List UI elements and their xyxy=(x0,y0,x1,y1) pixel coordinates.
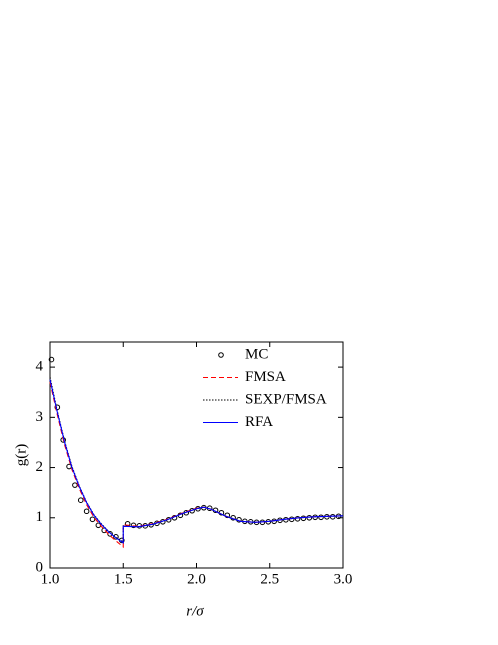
y-tick-label: 0 xyxy=(36,559,44,575)
data-point xyxy=(294,515,301,522)
y-tick-label: 2 xyxy=(36,459,44,475)
data-point xyxy=(306,514,313,521)
data-point xyxy=(77,497,84,504)
data-point xyxy=(318,514,324,521)
legend-label: MC xyxy=(245,346,268,362)
data-point xyxy=(329,513,336,520)
data-point xyxy=(300,515,307,522)
y-tick-label: 3 xyxy=(36,409,44,425)
data-point xyxy=(130,522,137,529)
legend-label: SEXP/FMSA xyxy=(245,391,327,407)
y-tick-label: 4 xyxy=(36,359,44,375)
data-point xyxy=(89,516,96,523)
legend-marker xyxy=(218,352,224,358)
x-tick-label: 2.5 xyxy=(260,571,279,587)
data-point xyxy=(72,482,78,488)
data-point xyxy=(48,356,55,363)
plot-frame xyxy=(49,341,344,569)
x-tick-label: 2.0 xyxy=(187,571,206,587)
x-axis-label: r/σ xyxy=(186,603,204,619)
y-tick-label: 1 xyxy=(36,509,44,525)
legend-label: RFA xyxy=(245,414,273,430)
data-point xyxy=(113,534,119,540)
data-point xyxy=(288,516,295,523)
legend-label: FMSA xyxy=(245,369,286,385)
data-point xyxy=(83,508,90,515)
x-tick-label: 3.0 xyxy=(334,571,353,587)
x-tick-label: 1.0 xyxy=(41,571,60,587)
y-axis-label: g(r) xyxy=(13,444,29,467)
series-line xyxy=(49,379,344,544)
x-tick-label: 1.5 xyxy=(114,571,133,587)
